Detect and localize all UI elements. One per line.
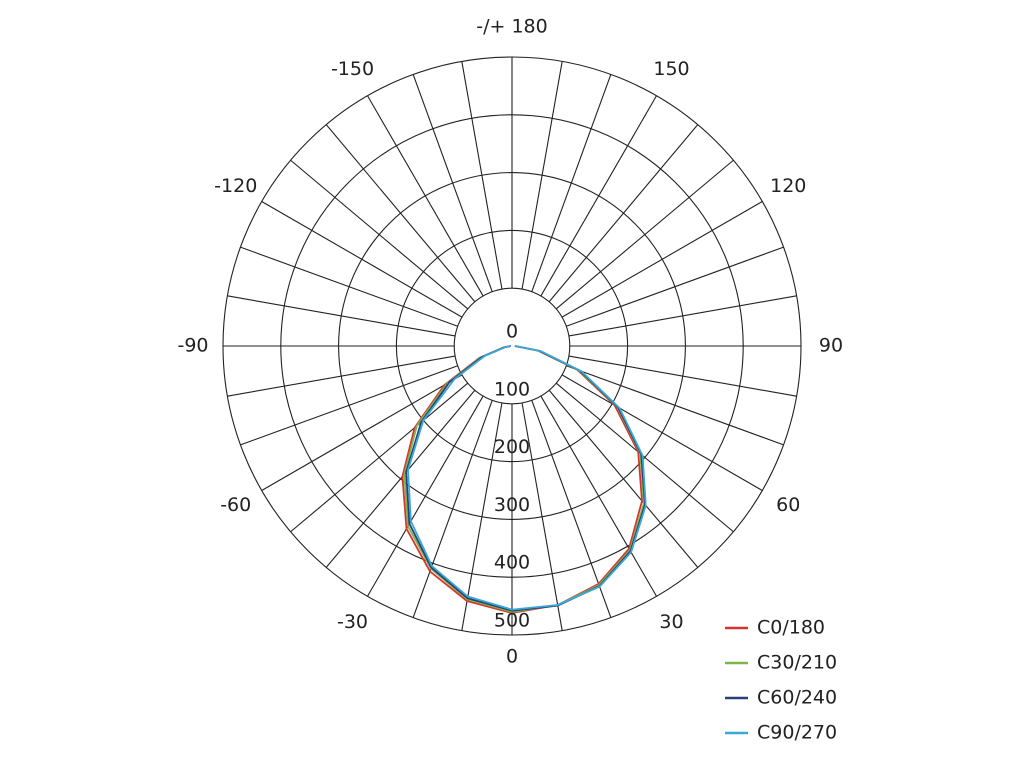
curves — [401, 345, 647, 614]
r-tick-label: 300 — [494, 494, 530, 516]
grid-spoke — [461, 61, 503, 290]
grid-spoke — [521, 61, 563, 290]
grid-spoke — [531, 400, 612, 618]
grid-spoke — [540, 395, 657, 597]
grid-spoke — [240, 246, 458, 327]
legend-label: C60/240 — [757, 687, 837, 709]
grid-spoke — [566, 246, 784, 327]
angle-tick-label: 0 — [506, 646, 518, 668]
grid-spoke — [261, 374, 463, 491]
angle-tick-label: -90 — [177, 335, 208, 357]
legend: C0/180 C30/210 C60/240 C90/270 — [725, 617, 837, 744]
angle-tick-label: 30 — [659, 611, 683, 633]
grid-spoke — [555, 159, 734, 310]
grid-spoke — [548, 389, 699, 568]
angle-tick-label: -120 — [214, 175, 257, 197]
grid-spoke — [461, 402, 503, 631]
angle-tick-label: 120 — [770, 175, 806, 197]
legend-label: C90/270 — [757, 722, 837, 744]
grid-spoke — [568, 295, 797, 337]
grid-spoke — [540, 95, 657, 297]
grid-spoke — [290, 382, 469, 533]
grid-spoke — [367, 95, 484, 297]
grid-spoke — [325, 124, 476, 303]
grid-spoke — [412, 400, 493, 618]
angle-tick-label: -150 — [331, 58, 374, 80]
angle-tick-label: -/+ 180 — [476, 16, 547, 38]
legend-label: C30/210 — [757, 652, 837, 674]
angle-tick-label: -60 — [220, 494, 251, 516]
r-tick-label: 200 — [494, 436, 530, 458]
grid-spoke — [261, 201, 463, 318]
grid-spoke — [561, 374, 763, 491]
grid-spoke — [521, 402, 563, 631]
angle-tick-label: -30 — [337, 611, 368, 633]
grid-spoke — [561, 201, 763, 318]
angle-tick-label: 60 — [776, 494, 800, 516]
r-tick-label: 400 — [494, 552, 530, 574]
grid-spoke — [325, 389, 476, 568]
grid-spoke — [566, 365, 784, 446]
r-tick-label: 0 — [506, 321, 518, 343]
grid-spoke — [290, 159, 469, 310]
r-tick-label: 100 — [494, 378, 530, 400]
grid-spoke — [548, 124, 699, 303]
grid-spoke — [555, 382, 734, 533]
grid-spoke — [227, 295, 456, 337]
intensity-curve — [407, 345, 647, 611]
grid-spoke — [531, 74, 612, 292]
angle-tick-label: 150 — [653, 58, 689, 80]
polar-grid — [222, 56, 802, 636]
grid-spoke — [568, 355, 797, 397]
angle-tick-label: 90 — [819, 335, 843, 357]
grid-spoke — [240, 365, 458, 446]
grid-spoke — [412, 74, 493, 292]
grid-spoke — [367, 395, 484, 597]
grid-spoke — [227, 355, 456, 397]
r-tick-label: 500 — [494, 610, 530, 632]
legend-label: C0/180 — [757, 617, 825, 639]
